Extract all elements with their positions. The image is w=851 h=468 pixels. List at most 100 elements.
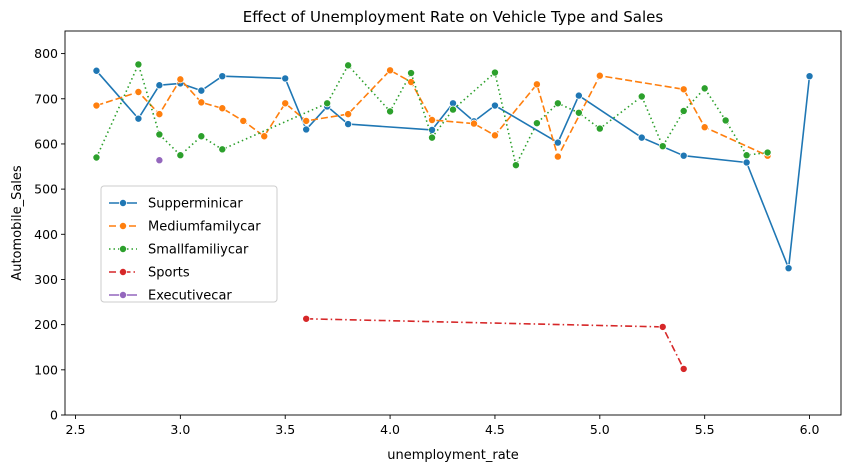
data-point-supperminicar <box>428 125 437 134</box>
legend-label-mediumfamilycar: Mediumfamilycar <box>148 220 261 235</box>
y-tick-label: 100 <box>34 362 58 377</box>
data-point-smallfamiliycar <box>407 69 416 78</box>
x-tick-label: 5.5 <box>695 422 715 437</box>
data-point-smallfamiliycar <box>553 99 562 108</box>
data-point-supperminicar <box>218 72 227 81</box>
data-point-supperminicar <box>679 151 688 160</box>
legend-marker-mediumfamilycar <box>119 221 128 230</box>
data-point-mediumfamilycar <box>469 119 478 128</box>
data-point-mediumfamilycar <box>532 80 541 89</box>
data-point-mediumfamilycar <box>679 85 688 94</box>
data-point-supperminicar <box>553 138 562 147</box>
data-point-supperminicar <box>92 66 101 75</box>
series-smallfamiliycar <box>92 60 772 170</box>
series-mediumfamilycar <box>92 66 772 161</box>
legend-label-sports: Sports <box>148 266 190 281</box>
series-line-mediumfamilycar <box>96 69 768 158</box>
series-line-smallfamiliycar <box>95 63 768 166</box>
y-tick-label: 0 <box>50 408 58 423</box>
data-point-smallfamiliycar <box>742 151 751 160</box>
legend-marker-executivecar <box>119 290 128 299</box>
data-point-mediumfamilycar <box>176 75 185 84</box>
data-point-smallfamiliycar <box>176 151 185 160</box>
data-point-mediumfamilycar <box>386 66 395 75</box>
data-point-mediumfamilycar <box>92 101 101 110</box>
data-point-mediumfamilycar <box>155 110 164 119</box>
data-point-mediumfamilycar <box>595 71 604 80</box>
data-point-smallfamiliycar <box>658 142 667 151</box>
legend-label-smallfamiliycar: Smallfamiliycar <box>148 243 249 258</box>
data-point-smallfamiliycar <box>448 105 457 114</box>
chart-title: Effect of Unemployment Rate on Vehicle T… <box>243 8 664 26</box>
legend-marker-sports <box>119 267 128 276</box>
data-point-smallfamiliycar <box>574 108 583 117</box>
x-tick-label: 6.0 <box>800 422 820 437</box>
data-point-mediumfamilycar <box>197 98 206 107</box>
y-tick-label: 400 <box>34 227 58 242</box>
series-executivecar <box>155 156 164 165</box>
data-point-sports <box>679 364 688 373</box>
data-point-smallfamiliycar <box>763 148 772 157</box>
data-point-smallfamiliycar <box>637 92 646 101</box>
data-point-supperminicar <box>784 264 793 273</box>
legend-marker-smallfamiliycar <box>119 244 128 253</box>
data-point-smallfamiliycar <box>92 153 101 162</box>
data-point-smallfamiliycar <box>155 130 164 139</box>
x-tick-label: 2.5 <box>66 422 86 437</box>
data-point-smallfamiliycar <box>323 99 332 108</box>
data-point-smallfamiliycar <box>218 145 227 154</box>
data-point-mediumfamilycar <box>344 110 353 119</box>
data-point-smallfamiliycar <box>511 161 520 170</box>
y-tick-label: 500 <box>34 182 58 197</box>
data-point-mediumfamilycar <box>218 104 227 113</box>
data-point-supperminicar <box>574 91 583 100</box>
data-point-smallfamiliycar <box>721 116 730 125</box>
data-point-sports <box>302 314 311 323</box>
series-line-sports <box>306 318 685 370</box>
legend-label-supperminicar: Supperminicar <box>148 197 243 212</box>
data-point-mediumfamilycar <box>700 123 709 132</box>
x-tick-label: 3.5 <box>275 422 295 437</box>
data-point-mediumfamilycar <box>302 116 311 125</box>
data-point-supperminicar <box>805 72 814 81</box>
data-point-smallfamiliycar <box>428 133 437 142</box>
data-point-supperminicar <box>490 101 499 110</box>
y-axis-label: Automobile_Sales <box>10 165 25 281</box>
legend-label-executivecar: Executivecar <box>148 289 232 304</box>
data-point-smallfamiliycar <box>134 60 143 69</box>
data-point-supperminicar <box>155 81 164 90</box>
data-point-mediumfamilycar <box>428 115 437 124</box>
data-point-mediumfamilycar <box>490 131 499 140</box>
plot-area <box>64 30 842 416</box>
data-point-mediumfamilycar <box>281 99 290 108</box>
y-tick-label: 300 <box>34 272 58 287</box>
x-tick-label: 5.0 <box>590 422 610 437</box>
series-layer <box>92 60 814 373</box>
x-tick-label: 3.0 <box>170 422 190 437</box>
data-point-supperminicar <box>281 74 290 83</box>
x-axis-label: unemployment_rate <box>387 448 519 463</box>
series-sports <box>302 314 688 373</box>
y-axis: 0 100 200 300 400 500 600 700 800 <box>34 46 65 423</box>
data-point-smallfamiliycar <box>490 68 499 77</box>
y-tick-label: 600 <box>34 136 58 151</box>
y-tick-label: 700 <box>34 91 58 106</box>
y-tick-label: 200 <box>34 317 58 332</box>
data-point-mediumfamilycar <box>134 87 143 96</box>
data-point-smallfamiliycar <box>700 84 709 93</box>
legend-marker-supperminicar <box>119 198 128 207</box>
x-axis: 2.5 3.0 3.5 4.0 4.5 5.0 5.5 6.0 <box>66 415 820 437</box>
x-tick-label: 4.0 <box>380 422 400 437</box>
data-point-mediumfamilycar <box>239 116 248 125</box>
data-point-supperminicar <box>344 120 353 129</box>
data-point-mediumfamilycar <box>260 132 269 141</box>
x-tick-label: 4.5 <box>485 422 505 437</box>
data-point-smallfamiliycar <box>197 132 206 141</box>
data-point-smallfamiliycar <box>595 124 604 133</box>
data-point-executivecar <box>155 156 164 165</box>
data-point-smallfamiliycar <box>679 106 688 115</box>
data-point-sports <box>658 322 667 331</box>
data-point-supperminicar <box>742 158 751 167</box>
legend-frame <box>100 185 278 303</box>
